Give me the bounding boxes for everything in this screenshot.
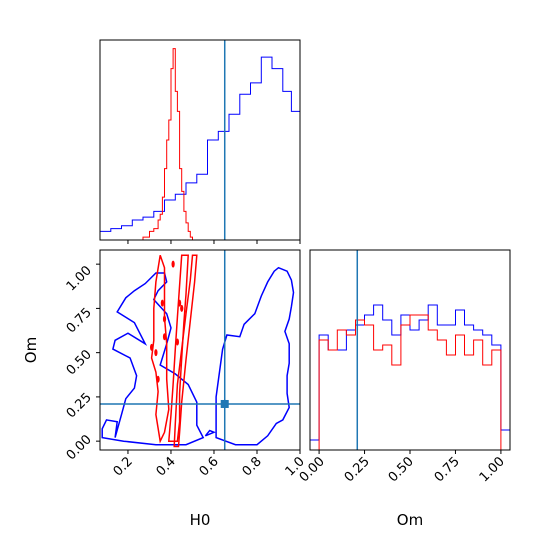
y-tick-label: 0.25 [64, 390, 95, 421]
contour-plot-area [100, 250, 300, 450]
x-tick-label: 0.50 [386, 454, 417, 485]
om-histogram-panel: 0.00 0.25 0.50 0.75 1.00 Om [297, 249, 511, 529]
x-tick-label: 1.00 [477, 454, 508, 485]
contour-frame [99, 249, 301, 451]
contour-red-spot [175, 338, 180, 346]
contour-blue-line [204, 429, 216, 437]
om-histogram-ticks [318, 450, 502, 454]
x-tick-label: 0.2 [111, 454, 136, 479]
contour-red-spot [156, 375, 160, 383]
contour-panel: 0.2 0.4 0.6 0.8 1.0 0.00 0.25 0.50 0.75 … [22, 249, 308, 529]
contour-blue-line [101, 272, 205, 446]
contour-red-spot [160, 299, 164, 307]
x-axis-label-om: Om [397, 511, 423, 529]
contour-red-spot [162, 315, 167, 323]
h0-histogram-panel [99, 39, 301, 244]
y-tick-label: 1.00 [64, 263, 95, 294]
contour-red-spot [162, 333, 167, 341]
contour-red-spot [180, 304, 184, 312]
x-tick-label: 0.8 [240, 454, 265, 479]
contour-red-spot [171, 260, 175, 268]
om-histogram-blue-series [309, 304, 511, 450]
h0-histogram-ticks [127, 240, 301, 244]
contour-red-line [173, 254, 198, 448]
y-tick-label: 0.50 [64, 347, 95, 378]
x-tick-label: 0.25 [342, 454, 373, 485]
y-axis-label-om: Om [22, 337, 40, 363]
y-tick-label: 0.00 [64, 432, 95, 463]
h0-histogram-red-series [142, 48, 193, 240]
contour-red-spot [150, 343, 154, 351]
x-tick-label: 0.75 [432, 454, 463, 485]
h0-histogram-frame [99, 39, 301, 241]
x-tick-label: 0.6 [197, 454, 222, 479]
contour-red-line [167, 254, 189, 442]
truth-marker [220, 399, 229, 408]
contour-red-line [150, 255, 170, 444]
contour-ticks [96, 263, 301, 454]
contour-red-spot [154, 349, 158, 357]
h0-histogram-blue-series [99, 56, 301, 240]
x-axis-label-h0: H0 [190, 511, 211, 529]
x-tick-label: 0.4 [154, 454, 179, 479]
contour-blue-line [215, 266, 295, 446]
contour-red-spot [177, 299, 182, 307]
y-tick-label: 0.75 [64, 305, 95, 336]
om-histogram-red-series [318, 314, 502, 450]
